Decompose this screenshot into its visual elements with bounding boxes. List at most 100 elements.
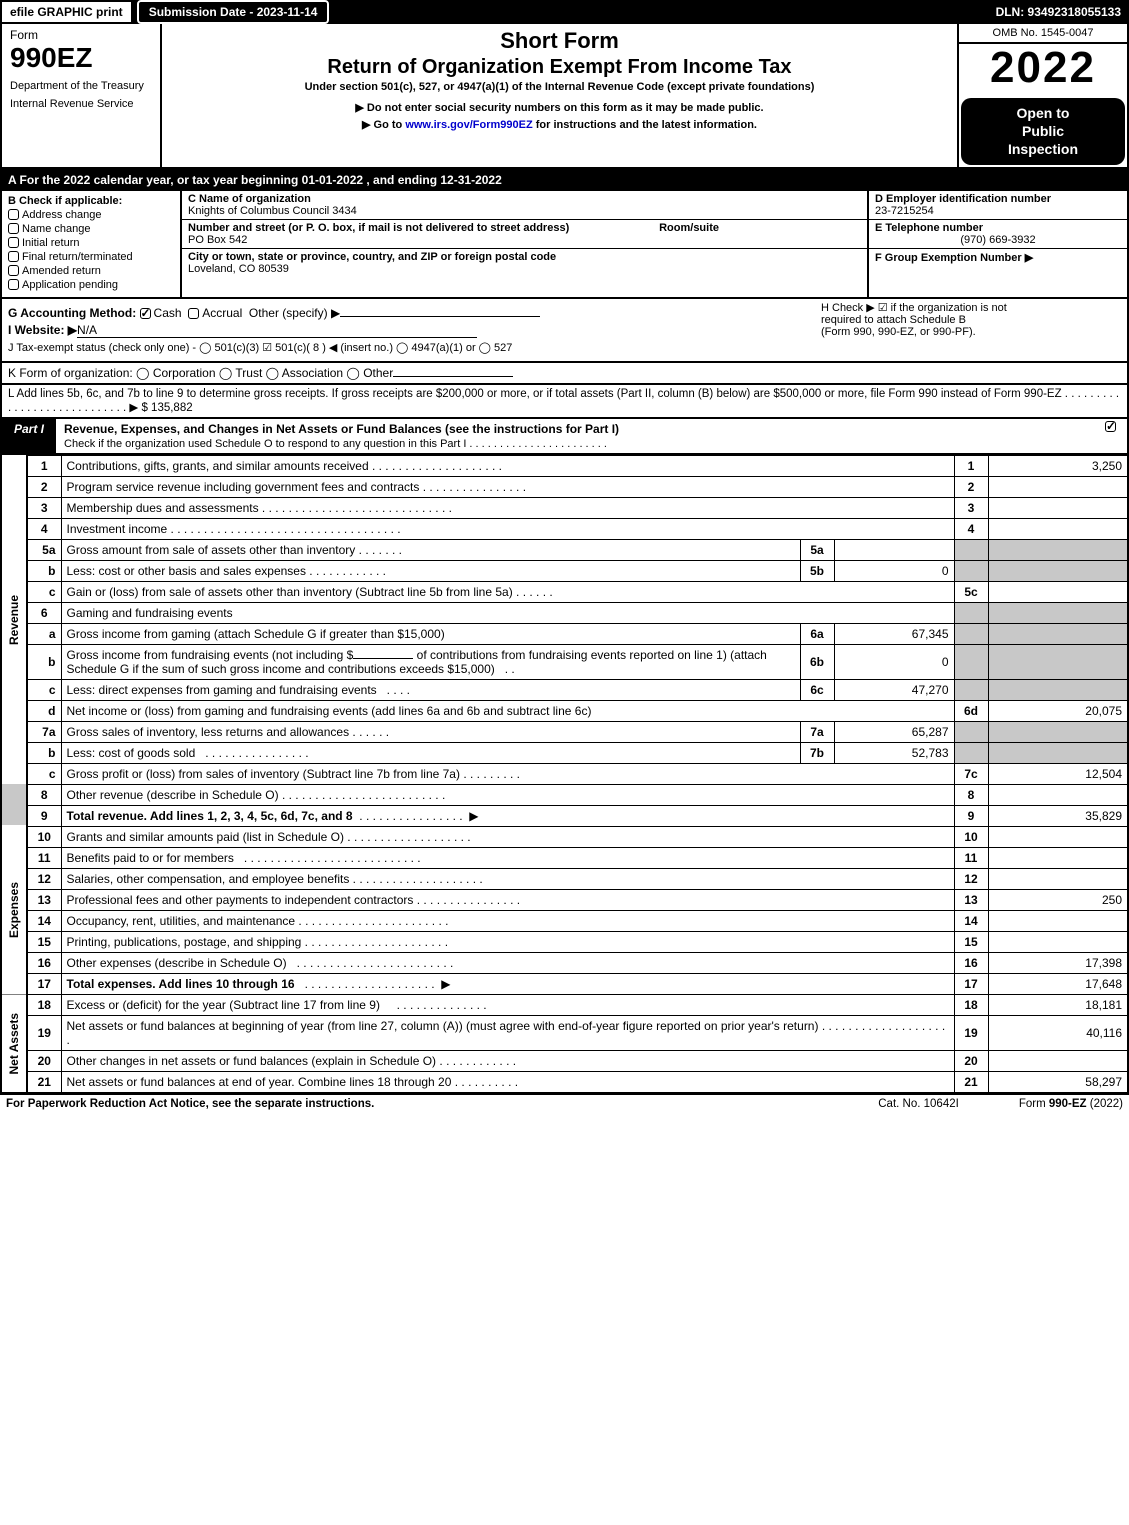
cb-name-change[interactable]: Name change [8,223,174,235]
l1-n: 1 [954,455,988,476]
d-label: D Employer identification number [875,193,1121,205]
top-bar: efile GRAPHIC print Submission Date - 20… [0,0,1129,24]
irs-link[interactable]: www.irs.gov/Form990EZ [405,119,532,131]
cb-address-change[interactable]: Address change [8,209,174,221]
l11-desc: Benefits paid to or for members . . . . … [61,847,954,868]
short-form-title: Short Form [172,28,947,54]
l2-desc: Program service revenue including govern… [61,476,954,497]
section-k: K Form of organization: ◯ Corporation ◯ … [0,363,1129,385]
side-netassets: Net Assets [1,994,27,1093]
c-name-label: C Name of organization [188,193,861,205]
l4-desc: Investment income . . . . . . . . . . . … [61,518,954,539]
open-line1: Open to [965,104,1121,122]
l5b-desc: Less: cost or other basis and sales expe… [61,560,800,581]
irs-label: Internal Revenue Service [10,98,152,110]
l6-desc: Gaming and fundraising events [61,602,954,623]
side-revenue: Revenue [1,455,27,784]
l6c-desc: Less: direct expenses from gaming and fu… [61,679,800,700]
return-title: Return of Organization Exempt From Incom… [172,56,947,79]
efile-print-button[interactable]: efile GRAPHIC print [0,0,133,24]
header-right: OMB No. 1545-0047 2022 Open to Public In… [957,24,1127,167]
revenue-table: Revenue 1Contributions, gifts, grants, a… [0,455,1129,1094]
c-name-row: C Name of organization Knights of Columb… [182,191,867,220]
l5c-desc: Gain or (loss) from sale of assets other… [61,581,954,602]
section-b: B Check if applicable: Address change Na… [0,191,1129,299]
k-text: K Form of organization: ◯ Corporation ◯ … [8,366,393,380]
l6a-desc: Gross income from gaming (attach Schedul… [61,623,800,644]
j-tax-status: J Tax-exempt status (check only one) - ◯… [8,341,1121,354]
open-to-public: Open to Public Inspection [961,98,1125,165]
col-def: D Employer identification number 23-7215… [867,191,1127,297]
cb-initial-return[interactable]: Initial return [8,237,174,249]
part1-title: Revenue, Expenses, and Changes in Net As… [56,419,1097,453]
cb-cash[interactable] [140,308,151,319]
section-g: H Check ▶ ☑ if the organization is not r… [0,299,1129,363]
col-c: C Name of organization Knights of Columb… [182,191,867,297]
l10-desc: Grants and similar amounts paid (list in… [61,826,954,847]
dln-number: DLN: 93492318055133 [996,5,1129,19]
room-label: Room/suite [659,222,719,234]
l14-desc: Occupancy, rent, utilities, and maintena… [61,910,954,931]
f-label: F Group Exemption Number ▶ [875,252,1033,264]
street-label: Number and street (or P. O. box, if mail… [188,222,659,234]
l1-desc: Contributions, gifts, grants, and simila… [61,455,954,476]
l13-desc: Professional fees and other payments to … [61,889,954,910]
cb-accrual[interactable] [188,308,199,319]
open-line3: Inspection [965,140,1121,158]
footer-mid: Cat. No. 10642I [878,1098,959,1110]
c-city-row: City or town, state or province, country… [182,249,867,277]
h-line2: required to attach Schedule B [821,314,1121,326]
city-label: City or town, state or province, country… [188,251,861,263]
h-line3: (Form 990, 990-EZ, or 990-PF). [821,326,1121,338]
website-value: N/A [77,323,477,338]
l19-desc: Net assets or fund balances at beginning… [61,1015,954,1050]
other-specify-field[interactable] [340,316,540,317]
h-box: H Check ▶ ☑ if the organization is not r… [821,301,1121,338]
footer: For Paperwork Reduction Act Notice, see … [0,1094,1129,1113]
l7b-desc: Less: cost of goods sold . . . . . . . .… [61,742,800,763]
do-not-ssn: ▶ Do not enter social security numbers o… [172,101,947,114]
phone-value: (970) 669-3932 [875,234,1121,246]
goto-line: ▶ Go to www.irs.gov/Form990EZ for instru… [172,118,947,131]
cb-application-pending[interactable]: Application pending [8,279,174,291]
goto-post: for instructions and the latest informat… [533,119,757,131]
form-header: Form 990EZ Department of the Treasury In… [0,24,1129,169]
e-row: E Telephone number (970) 669-3932 [869,220,1127,249]
part1-checkbox[interactable] [1097,419,1127,453]
ln-1: 1 [27,455,61,476]
dept-treasury: Department of the Treasury [10,80,152,92]
l8-desc: Other revenue (describe in Schedule O) .… [61,784,954,805]
section-l: L Add lines 5b, 6c, and 7b to line 9 to … [0,385,1129,419]
l20-desc: Other changes in net assets or fund bala… [61,1050,954,1071]
footer-right: Form 990-EZ (2022) [1019,1098,1123,1110]
l17-desc: Total expenses. Add lines 10 through 16 … [61,973,954,994]
under-section: Under section 501(c), 527, or 4947(a)(1)… [172,81,947,93]
row-a: A For the 2022 calendar year, or tax yea… [0,169,1129,191]
omb-number: OMB No. 1545-0047 [959,24,1127,44]
l5a-desc: Gross amount from sale of assets other t… [61,539,800,560]
b-title: B Check if applicable: [8,195,174,207]
l-amount: 135,882 [151,402,193,414]
form-label: Form [10,28,152,42]
l16-desc: Other expenses (describe in Schedule O) … [61,952,954,973]
l12-desc: Salaries, other compensation, and employ… [61,868,954,889]
k-other-field[interactable] [393,376,513,377]
c-street-row: Number and street (or P. O. box, if mail… [182,220,867,249]
cb-amended-return[interactable]: Amended return [8,265,174,277]
side-expenses: Expenses [1,826,27,994]
l1-v: 3,250 [988,455,1128,476]
part1-label: Part I [2,419,56,453]
part1-check-text: Check if the organization used Schedule … [64,438,607,450]
org-name: Knights of Columbus Council 3434 [188,205,861,217]
l9-desc: Total revenue. Add lines 1, 2, 3, 4, 5c,… [61,805,954,826]
l15-desc: Printing, publications, postage, and shi… [61,931,954,952]
goto-pre: ▶ Go to [362,119,405,131]
l18-desc: Excess or (deficit) for the year (Subtra… [61,994,954,1015]
h-line1: H Check ▶ ☑ if the organization is not [821,301,1121,314]
l6b-amount-field[interactable] [353,658,413,659]
e-label: E Telephone number [875,222,1121,234]
l6b-desc: Gross income from fundraising events (no… [61,644,800,679]
city-value: Loveland, CO 80539 [188,263,861,275]
open-line2: Public [965,122,1121,140]
cb-final-return[interactable]: Final return/terminated [8,251,174,263]
